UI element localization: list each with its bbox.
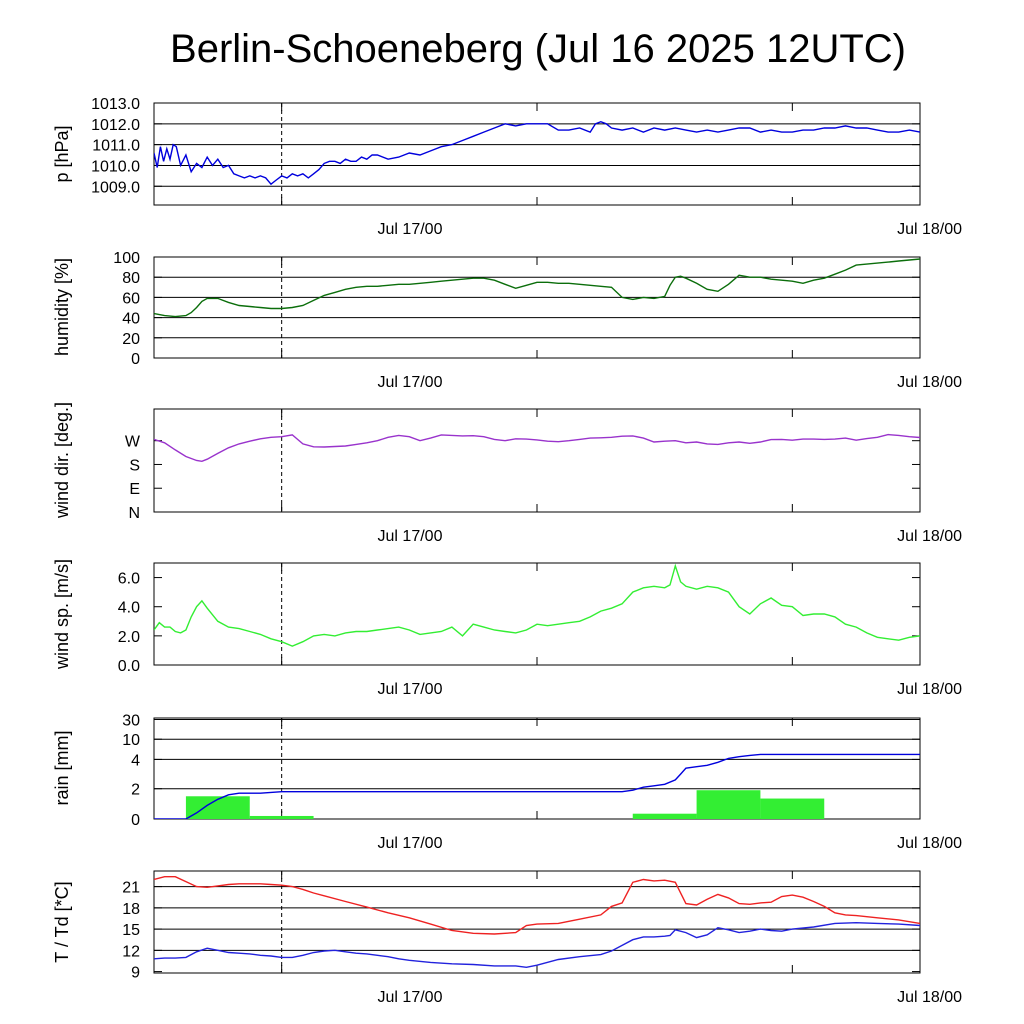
- ytick-label-wind_speed-0: 0.0: [118, 658, 140, 675]
- plot-area-humidity: [154, 258, 920, 318]
- panel-frame-wind_speed: [153, 562, 921, 666]
- plot-area-pressure: [154, 120, 920, 186]
- plot-area-wind_dir: [154, 433, 920, 463]
- ytick-label-temperature-4: 21: [122, 880, 140, 897]
- ytick-label-temperature-1: 12: [122, 943, 140, 960]
- series-line-wind_speed: [154, 563, 920, 647]
- ytick-label-wind_dir-3: W: [125, 434, 141, 451]
- ytick-label-pressure-1: 1010.0: [91, 158, 140, 175]
- ylabel-pressure: p [hPa]: [52, 125, 72, 182]
- panel-frame-humidity: [153, 256, 921, 359]
- ytick-label-wind_dir-2: S: [129, 457, 140, 474]
- panel-wind_speed: 0.0 2.0 4.0 6.0 wind sp. [m/s] Jul 17/00 Jul 1…: [52, 559, 962, 698]
- xtick-label-wind_dir-1: Jul 18/00: [897, 528, 962, 545]
- ytick-label-pressure-4: 1013.0: [91, 96, 140, 113]
- ytick-label-pressure-3: 1012.0: [91, 117, 140, 134]
- series-line-temperature-1: [154, 921, 920, 969]
- ytick-label-temperature-3: 18: [122, 901, 140, 918]
- panel-frame-wind_dir: [153, 408, 921, 513]
- xtick-label-pressure-0: Jul 17/00: [378, 221, 443, 238]
- ytick-label-rain-2: 4: [131, 752, 140, 769]
- ytick-label-humidity-3: 60: [122, 290, 140, 307]
- ytick-label-pressure-0: 1009.0: [91, 179, 140, 196]
- xtick-label-rain-1: Jul 18/00: [897, 835, 962, 852]
- rain-cumulative-line: [154, 753, 920, 819]
- ytick-label-pressure-2: 1011.0: [92, 138, 140, 155]
- xtick-label-pressure-1: Jul 18/00: [897, 221, 962, 238]
- ylabel-wind_dir: wind dir. [deg.]: [52, 402, 72, 519]
- xtick-label-humidity-0: Jul 17/00: [378, 374, 443, 391]
- ytick-label-humidity-0: 0: [131, 351, 140, 368]
- plot-area-wind_speed: [154, 563, 920, 647]
- series-line-temperature-0: [154, 876, 920, 935]
- panel-humidity: 0 20 40 60 80 100 humidity [%] Jul 17/00 Jul 18/…: [52, 250, 962, 391]
- rain-bar-2: [632, 813, 697, 819]
- panel-pressure: 1009.0 1010.0 1011.0 1012.0 1013.0 p [hPa] Jul…: [52, 96, 962, 238]
- rain-bar-3: [696, 790, 761, 819]
- ytick-label-wind_speed-1: 2.0: [118, 629, 140, 646]
- ytick-label-humidity-4: 80: [122, 270, 140, 287]
- ytick-label-wind_speed-3: 6.0: [118, 571, 140, 588]
- ytick-label-temperature-2: 15: [122, 922, 140, 939]
- ylabel-temperature: T / Td [*C]: [52, 881, 72, 962]
- ylabel-wind_speed: wind sp. [m/s]: [52, 559, 72, 670]
- xtick-label-wind_speed-0: Jul 17/00: [378, 681, 443, 698]
- ylabel-rain: rain [mm]: [52, 730, 72, 805]
- ylabel-humidity: humidity [%]: [52, 258, 72, 356]
- xtick-label-wind_speed-1: Jul 18/00: [897, 681, 962, 698]
- ytick-label-wind_dir-1: E: [129, 481, 140, 498]
- ytick-label-wind_speed-2: 4.0: [118, 600, 140, 617]
- ytick-label-humidity-5: 100: [113, 250, 140, 267]
- ytick-label-wind_dir-0: N: [128, 505, 140, 522]
- ytick-label-rain-4: 30: [122, 713, 140, 730]
- panels-group: 1009.0 1010.0 1011.0 1012.0 1013.0 p [hPa] Jul…: [52, 96, 962, 1006]
- xtick-label-wind_dir-0: Jul 17/00: [378, 528, 443, 545]
- series-line-humidity: [154, 258, 920, 318]
- series-line-wind_dir: [154, 433, 920, 463]
- rain-bar-4: [760, 798, 825, 819]
- ytick-label-rain-0: 0: [131, 812, 140, 829]
- plot-area-temperature: [154, 876, 920, 969]
- ytick-label-rain-3: 10: [122, 732, 140, 749]
- xtick-label-rain-0: Jul 17/00: [378, 835, 443, 852]
- xtick-label-humidity-1: Jul 18/00: [897, 374, 962, 391]
- ytick-label-humidity-1: 20: [122, 331, 140, 348]
- xtick-label-temperature-1: Jul 18/00: [897, 989, 962, 1006]
- ytick-label-rain-1: 2: [131, 782, 140, 799]
- ytick-label-temperature-0: 9: [131, 965, 140, 982]
- panel-temperature: 9 12 15 18 21 T / Td [*C] Jul 17/00 Jul 18/00: [52, 870, 962, 1006]
- panel-rain: 0 2 4 10 30 rain [mm] Jul 17/00 Jul 18/00: [52, 713, 962, 852]
- rain-bar-0: [185, 796, 250, 819]
- chart-title: Berlin-Schoeneberg (Jul 16 2025 12UTC): [170, 27, 906, 71]
- panel-frame-pressure: [153, 102, 921, 206]
- series-line-pressure: [154, 120, 920, 186]
- xtick-label-temperature-0: Jul 17/00: [378, 989, 443, 1006]
- ytick-label-humidity-2: 40: [122, 311, 140, 328]
- plot-area-rain: [154, 753, 920, 819]
- rain-bar-1: [249, 815, 314, 819]
